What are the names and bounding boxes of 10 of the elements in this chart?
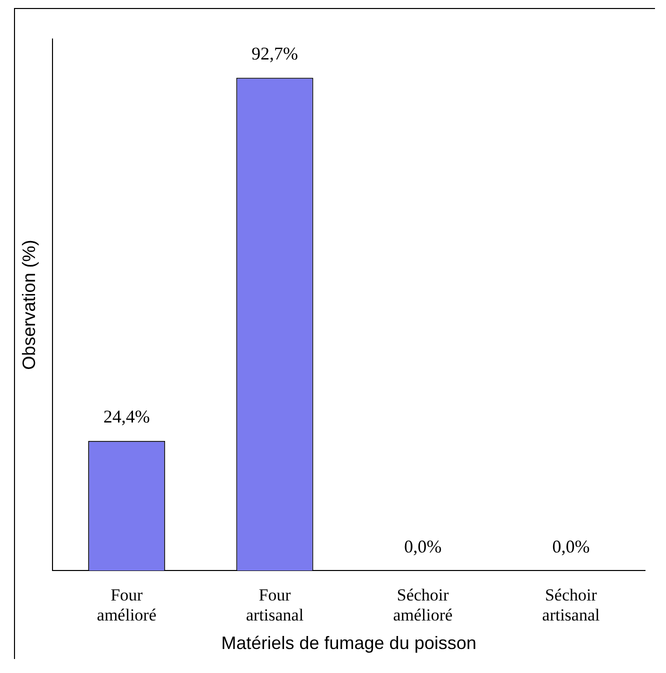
y-axis-title: Observation (%)	[18, 240, 39, 370]
x-tick-label: Séchoir amélioré	[393, 585, 453, 625]
x-axis-title: Matériels de fumage du poisson	[221, 633, 476, 654]
data-label: 92,7%	[252, 44, 298, 64]
x-tick-label: Séchoir artisanal	[542, 585, 600, 625]
data-label: 24,4%	[103, 406, 150, 427]
x-tick-label: Four amélioré	[96, 585, 156, 625]
data-label: 0,0%	[404, 536, 442, 556]
x-tick-label: Four artisanal	[246, 585, 304, 625]
data-label: 0,0%	[552, 536, 590, 556]
